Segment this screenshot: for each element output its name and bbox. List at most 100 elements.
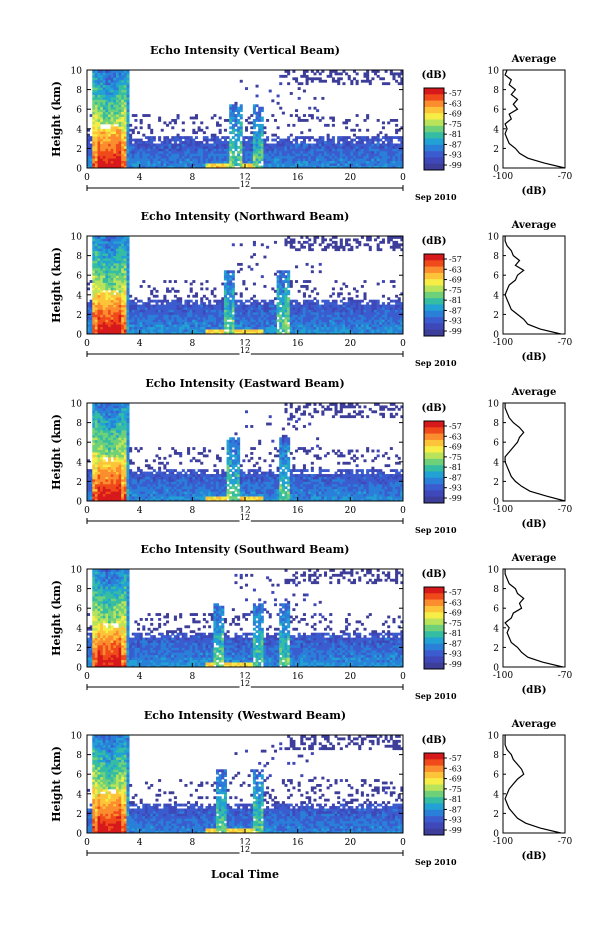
heatmap-cell [94, 319, 98, 323]
heatmap-cell [389, 245, 393, 249]
heatmap-cell [347, 243, 351, 247]
heatmap-cell [302, 158, 306, 162]
heatmap-cell [166, 329, 170, 332]
y-tick-label: 0 [76, 331, 82, 341]
heatmap-cell [342, 145, 346, 149]
heatmap-cell [97, 255, 101, 259]
heatmap-cell [115, 148, 119, 152]
heatmap-cell [202, 329, 206, 332]
heatmap-cell [110, 106, 114, 110]
heatmap-cell [334, 245, 338, 249]
heatmap-cell [126, 84, 130, 88]
heatmap-cell [239, 128, 243, 132]
heatmap-cell [171, 309, 175, 313]
heatmap-cell [92, 437, 96, 441]
x-tick-label: 12 [239, 339, 250, 349]
heatmap-cell [250, 145, 254, 149]
heatmap-cell [297, 307, 301, 310]
heatmap-cell [237, 128, 241, 132]
heatmap-cell [102, 92, 106, 95]
heatmap-cell [176, 299, 180, 303]
heatmap-cell [289, 238, 293, 242]
heatmap-cell [105, 437, 109, 441]
heatmap-cell [110, 126, 114, 130]
heatmap-cell [331, 153, 335, 157]
heatmap-cell [287, 145, 291, 149]
heatmap-cell [115, 304, 119, 308]
heatmap-cell [355, 299, 359, 303]
heatmap-cell [115, 316, 119, 320]
heatmap-cell [358, 165, 362, 169]
heatmap-cell [316, 307, 320, 310]
heatmap-cell [302, 74, 306, 78]
heatmap-cell [239, 326, 243, 330]
heatmap-cell [113, 289, 117, 293]
heatmap-cell [334, 316, 338, 320]
heatmap-cell [271, 148, 275, 152]
heatmap-cell [173, 326, 177, 330]
heatmap-cell [105, 454, 109, 458]
heatmap-cell [334, 145, 338, 149]
heatmap-cell [308, 148, 312, 152]
heatmap-cell [150, 316, 154, 320]
heatmap-cell [113, 106, 117, 110]
heatmap-cell [113, 316, 117, 320]
heatmap-cell [184, 329, 188, 332]
heatmap-cell [334, 319, 338, 323]
heatmap-cell [92, 429, 96, 433]
heatmap-cell [334, 236, 338, 239]
heatmap-cell [374, 314, 378, 318]
heatmap-cell [97, 245, 101, 249]
heatmap-cell [168, 329, 172, 332]
heatmap-cell [342, 319, 346, 323]
heatmap-cell [89, 326, 93, 330]
heatmap-cell [302, 329, 306, 332]
heatmap-cell [268, 316, 272, 320]
heatmap-cell [308, 106, 312, 110]
heatmap-cell [339, 309, 343, 313]
heatmap-cell [97, 307, 101, 310]
heatmap-cell [94, 109, 98, 113]
heatmap-cell [345, 326, 349, 330]
heatmap-cell [194, 309, 198, 313]
heatmap-cell [160, 307, 164, 310]
heatmap-cell [366, 145, 370, 149]
heatmap-cell [287, 314, 291, 318]
heatmap-cell [110, 92, 114, 95]
heatmap-cell [123, 82, 127, 86]
heatmap-cell [376, 311, 380, 315]
heatmap-cell [126, 79, 130, 83]
heatmap-cell [395, 307, 399, 310]
heatmap-cell [305, 145, 309, 149]
heatmap-cell [289, 299, 293, 303]
heatmap-cell [113, 145, 117, 149]
heatmap-cell [310, 319, 314, 323]
heatmap-cell [168, 138, 172, 142]
heatmap-cell [89, 319, 93, 323]
heatmap-cell [100, 248, 104, 252]
heatmap-cell [223, 128, 227, 132]
colorbar-swatch [424, 317, 444, 324]
heatmap-cell [389, 309, 393, 313]
heatmap-cell [94, 255, 98, 259]
heatmap-cell [213, 329, 217, 332]
heatmap-cell [310, 324, 314, 328]
heatmap-cell [397, 329, 401, 332]
heatmap-cell [350, 309, 354, 313]
heatmap-cell [126, 163, 130, 166]
heatmap-cell [200, 153, 204, 157]
heatmap-cell [113, 331, 117, 335]
heatmap-cell [223, 160, 227, 164]
heatmap-cell [266, 160, 270, 164]
heatmap-cell [126, 265, 130, 269]
heatmap-cell [108, 449, 112, 453]
heatmap-cell [284, 297, 288, 301]
heatmap-cell [239, 121, 243, 125]
heatmap-cell [197, 329, 201, 332]
heatmap-cell [152, 299, 156, 303]
heatmap-cell [324, 324, 328, 328]
heatmap-cell [160, 148, 164, 152]
heatmap-cell [271, 160, 275, 164]
heatmap-cell [229, 109, 233, 113]
